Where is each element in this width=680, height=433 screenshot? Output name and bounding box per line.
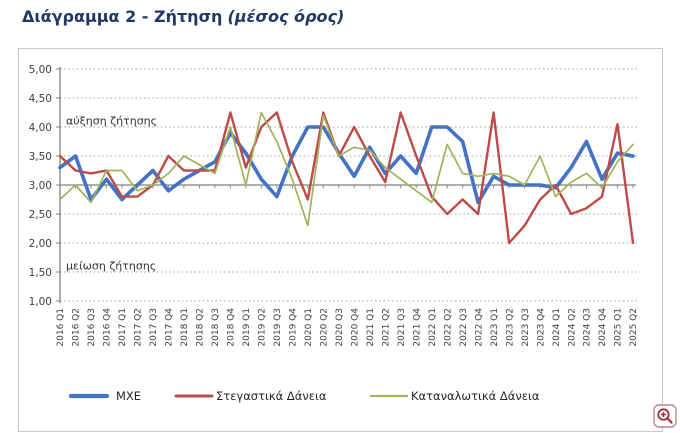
y-tick-label: 3,50: [29, 151, 52, 163]
series-line-Στεγαστικά Δάνεια: [58, 111, 635, 245]
y-tick-label: 1,50: [29, 267, 52, 279]
x-tick-label: 2022 Q4: [474, 308, 484, 347]
page-title: Διάγραμμα 2 - Ζήτηση (μέσος όρος): [22, 7, 344, 26]
y-tick-label: 5,00: [29, 64, 52, 76]
x-tick-label: 2016 Q4: [103, 308, 113, 347]
x-tick-label: 2019 Q3: [273, 308, 283, 347]
x-tick-label: 2021 Q3: [397, 308, 407, 347]
y-tick-label: 1,00: [29, 296, 52, 308]
x-tick-label: 2021 Q1: [366, 308, 376, 347]
x-tick-label: 2024 Q4: [598, 308, 608, 347]
x-tick-label: 2019 Q1: [242, 308, 252, 347]
x-tick-label: 2023 Q2: [505, 308, 515, 347]
x-tick-label: 2018 Q2: [196, 308, 206, 347]
x-tick-label: 2019 Q4: [288, 308, 298, 347]
x-tick-label: 2023 Q4: [536, 308, 546, 347]
x-tick-label: 2023 Q1: [490, 308, 500, 347]
y-axis: 5,00 4,50 4,00 3,50 3,00 2,50 2,00 1,50 1,00: [29, 64, 61, 308]
legend: ΜΧΕ Στεγαστικά Δάνεια Καταναλωτικά Δάνεια: [68, 389, 540, 403]
legend-label-Καταναλωτικά Δάνεια: Καταναλωτικά Δάνεια: [411, 389, 540, 403]
legend-label-ΜΧΕ: ΜΧΕ: [116, 389, 141, 403]
x-tick-label: 2016 Q3: [87, 308, 97, 347]
x-tick-label: 2024 Q3: [583, 308, 593, 347]
x-tick-label: 2017 Q3: [149, 308, 159, 347]
x-tick-label: 2025 Q2: [629, 308, 639, 347]
zoom-magnifier-button[interactable]: [653, 404, 677, 428]
x-tick-label: 2017 Q4: [165, 308, 175, 347]
demand-chart: 5,00 4,50 4,00 3,50 3,00 2,50 2,00 1,50 1,00 2016…: [29, 64, 640, 403]
x-tick-label: 2020 Q2: [319, 308, 329, 347]
x-tick-label: 2024 Q2: [567, 308, 577, 347]
x-tick-label: 2021 Q2: [381, 308, 391, 347]
x-tick-label: 2017 Q1: [118, 308, 128, 347]
annotation-label: αύξηση ζήτησης: [66, 115, 157, 128]
x-tick-label: 2022 Q2: [443, 308, 453, 347]
y-tick-label: 3,00: [29, 180, 52, 192]
x-tick-label: 2017 Q2: [134, 308, 144, 347]
series-line-Καταναλωτικά Δάνεια: [59, 111, 634, 227]
x-axis-labels: 2016 Q1 2016 Q2 2016 Q3 2016 Q4 2017 Q1 2017 …: [56, 308, 639, 347]
x-tick-label: 2023 Q3: [521, 308, 531, 347]
x-tick-label: 2018 Q3: [211, 308, 221, 347]
x-tick-label: 2022 Q1: [428, 308, 438, 347]
chart-frame: 5,00 4,50 4,00 3,50 3,00 2,50 2,00 1,50 1,00 2016…: [18, 48, 663, 432]
y-tick-label: 4,50: [29, 93, 52, 105]
x-tick-label: 2020 Q3: [335, 308, 345, 347]
annotation-label: μείωση ζήτησης: [66, 260, 156, 273]
chart-title-subtitle: (μέσος όρος): [227, 7, 345, 26]
y-tick-label: 4,00: [29, 122, 52, 134]
x-tick-label: 2021 Q4: [412, 308, 422, 347]
x-tick-label: 2016 Q1: [56, 308, 66, 347]
x-tick-label: 2020 Q1: [304, 308, 314, 347]
x-tick-label: 2024 Q1: [552, 308, 562, 347]
x-tick-label: 2019 Q2: [258, 308, 268, 347]
x-tick-label: 2020 Q4: [350, 308, 360, 347]
series-line-ΜΧΕ: [58, 125, 635, 205]
x-tick-label: 2018 Q4: [227, 308, 237, 347]
x-tick-label: 2018 Q1: [180, 308, 190, 347]
x-tick-label: 2016 Q2: [72, 308, 82, 347]
x-tick-label: 2025 Q1: [614, 308, 624, 347]
x-tick-label: 2022 Q3: [459, 308, 469, 347]
chart-title-main: Διάγραμμα 2 - Ζήτηση: [22, 7, 223, 26]
legend-label-Στεγαστικά Δάνεια: Στεγαστικά Δάνεια: [216, 389, 327, 403]
y-tick-label: 2,50: [29, 209, 52, 221]
y-tick-label: 2,00: [29, 238, 52, 250]
magnifier-icon: [653, 404, 677, 428]
